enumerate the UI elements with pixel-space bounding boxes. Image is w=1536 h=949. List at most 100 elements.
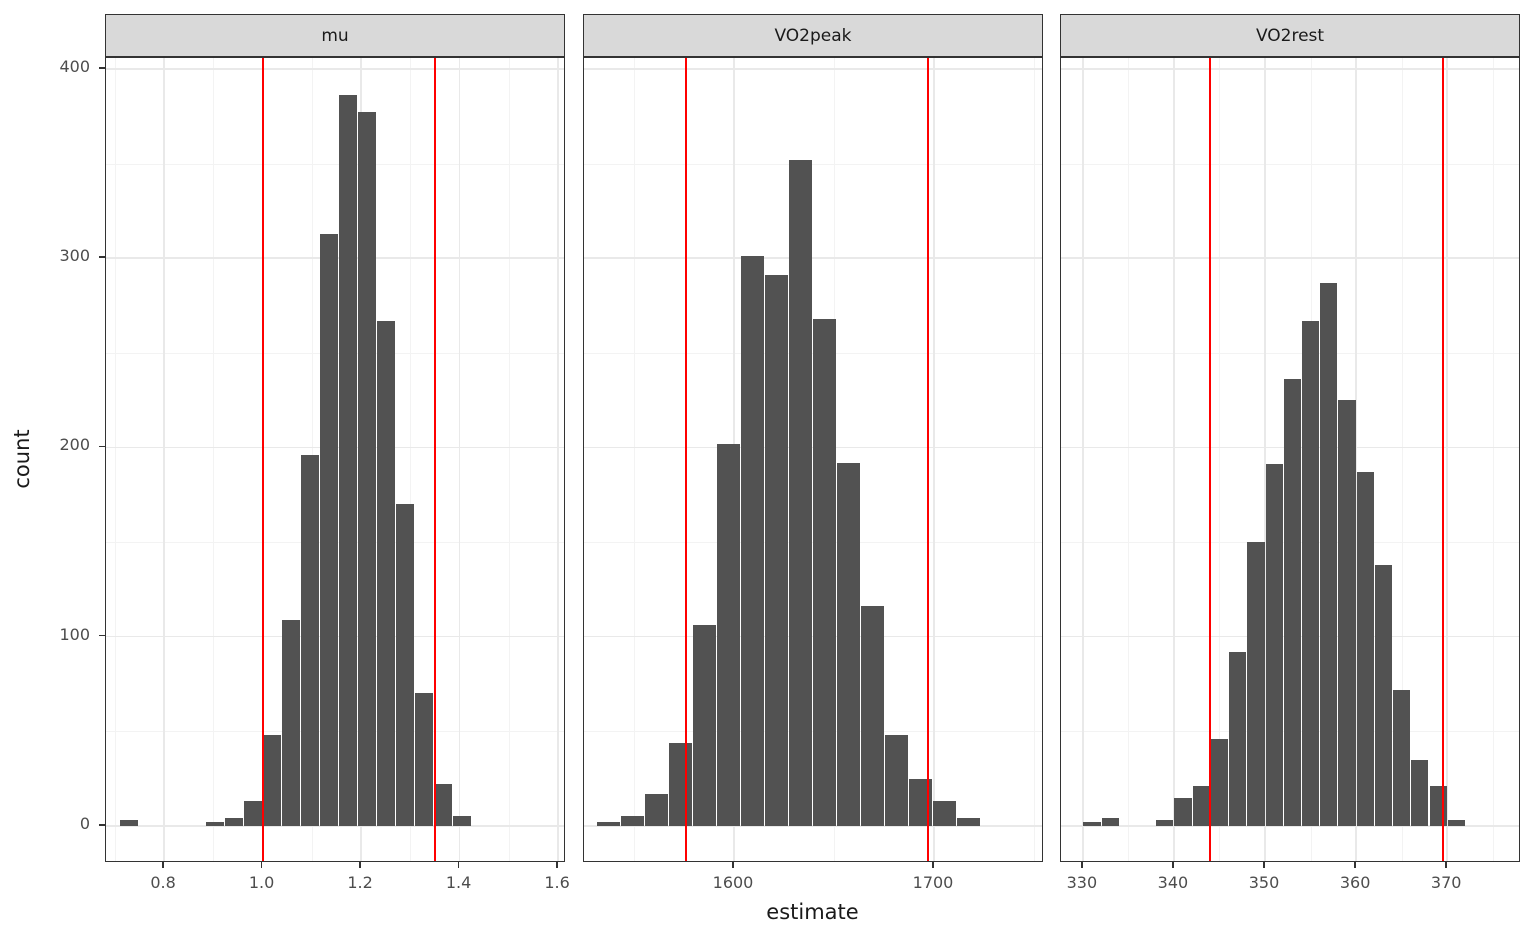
- histogram-bar: [1156, 820, 1174, 826]
- x-minor-gridline: [508, 58, 510, 861]
- histogram-bar: [836, 462, 860, 826]
- x-tick-mark: [556, 862, 558, 868]
- histogram-bar: [1447, 820, 1465, 826]
- x-tick-label: 1.2: [347, 873, 373, 892]
- x-major-gridline: [1355, 58, 1357, 861]
- y-tick-label: 200: [59, 435, 90, 455]
- histogram-bar: [377, 320, 396, 826]
- x-major-gridline: [1446, 58, 1448, 861]
- y-major-gridline: [1061, 68, 1519, 70]
- histogram-bar: [644, 793, 668, 826]
- histogram-bar: [764, 275, 788, 826]
- y-major-gridline: [106, 825, 564, 827]
- x-tick-mark: [732, 862, 734, 868]
- histogram-bar: [956, 818, 980, 826]
- panel-VO2peak: [583, 57, 1043, 862]
- facet-strip-VO2rest: VO2rest: [1060, 14, 1520, 57]
- y-tick-label: 300: [59, 246, 90, 266]
- x-tick-label: 370: [1430, 873, 1462, 892]
- y-major-gridline: [584, 68, 1042, 70]
- histogram-bar: [1283, 379, 1301, 826]
- x-tick-label: 350: [1248, 873, 1280, 892]
- x-axis-title: estimate: [766, 900, 859, 924]
- x-minor-gridline: [1219, 58, 1221, 861]
- histogram-bar: [884, 735, 908, 826]
- histogram-bar: [1338, 400, 1356, 826]
- x-major-gridline: [933, 58, 935, 861]
- x-tick-mark: [1081, 862, 1083, 868]
- x-major-gridline: [1173, 58, 1175, 861]
- histogram-bar: [453, 816, 472, 826]
- histogram-bar: [1301, 320, 1320, 826]
- facet-label: mu: [321, 25, 349, 46]
- histogram-bar: [225, 818, 244, 826]
- y-tick-mark: [99, 256, 105, 258]
- x-tick-mark: [260, 862, 263, 868]
- y-tick-mark: [99, 634, 105, 637]
- panel-VO2rest: [1060, 57, 1520, 862]
- facet-label: VO2rest: [1255, 25, 1325, 46]
- histogram-bar: [1411, 759, 1429, 826]
- histogram-bar: [1247, 542, 1265, 826]
- x-tick-label: 1.0: [248, 873, 275, 892]
- reference-vline: [1441, 58, 1444, 861]
- histogram-bar: [1229, 651, 1247, 826]
- histogram-bar: [668, 742, 692, 826]
- panel-mu: [105, 57, 565, 862]
- histogram-bar: [1174, 797, 1192, 826]
- facet-strip-VO2peak: VO2peak: [583, 14, 1043, 57]
- histogram-bar: [1429, 786, 1447, 826]
- histogram-bar: [1192, 786, 1210, 826]
- y-major-gridline: [1061, 257, 1519, 259]
- x-minor-gridline: [410, 58, 412, 861]
- x-minor-gridline: [1034, 58, 1035, 861]
- histogram-bar: [716, 443, 740, 826]
- histogram-bar: [692, 625, 716, 826]
- x-major-gridline: [1264, 58, 1266, 861]
- histogram-bar: [1393, 689, 1411, 826]
- reference-vline: [684, 58, 688, 861]
- histogram-bar: [320, 233, 339, 826]
- y-minor-gridline: [1061, 163, 1519, 165]
- histogram-bar: [263, 735, 282, 826]
- histogram-bar: [596, 822, 620, 826]
- x-minor-gridline: [114, 58, 116, 861]
- histogram-bar: [301, 455, 320, 826]
- x-tick-label: 330: [1066, 873, 1098, 892]
- x-minor-gridline: [1492, 58, 1494, 861]
- x-major-gridline: [1082, 58, 1084, 861]
- x-tick-mark: [1354, 862, 1356, 868]
- y-major-gridline: [584, 825, 1042, 827]
- histogram-bar: [932, 801, 956, 826]
- y-tick-mark: [99, 824, 105, 826]
- y-tick-label: 0: [79, 813, 90, 833]
- histogram-bar: [244, 801, 263, 826]
- x-minor-gridline: [1401, 58, 1403, 861]
- x-major-gridline: [557, 58, 559, 861]
- x-tick-mark: [1445, 862, 1447, 868]
- x-tick-mark: [359, 862, 361, 868]
- y-minor-gridline: [584, 163, 1042, 165]
- histogram-bar: [1356, 472, 1374, 826]
- x-tick-label: 1700: [912, 873, 954, 892]
- x-major-gridline: [163, 58, 165, 861]
- x-major-gridline: [458, 58, 461, 861]
- x-minor-gridline: [1128, 58, 1130, 861]
- x-tick-mark: [932, 862, 934, 868]
- histogram-bar: [908, 778, 932, 826]
- histogram-bar: [1210, 738, 1229, 826]
- x-tick-label: 360: [1339, 873, 1371, 892]
- x-tick-label: 1600: [712, 873, 754, 892]
- histogram-bar: [1083, 822, 1101, 826]
- x-minor-gridline: [213, 58, 215, 861]
- y-minor-gridline: [106, 163, 564, 165]
- y-tick-label: 100: [59, 624, 90, 644]
- histogram-bar: [620, 816, 644, 826]
- x-tick-mark: [457, 862, 460, 868]
- x-tick-label: 0.8: [150, 873, 176, 892]
- x-minor-gridline: [634, 58, 635, 861]
- histogram-bar: [1101, 818, 1119, 826]
- histogram-bar: [339, 95, 358, 826]
- facet-label: VO2peak: [774, 25, 852, 46]
